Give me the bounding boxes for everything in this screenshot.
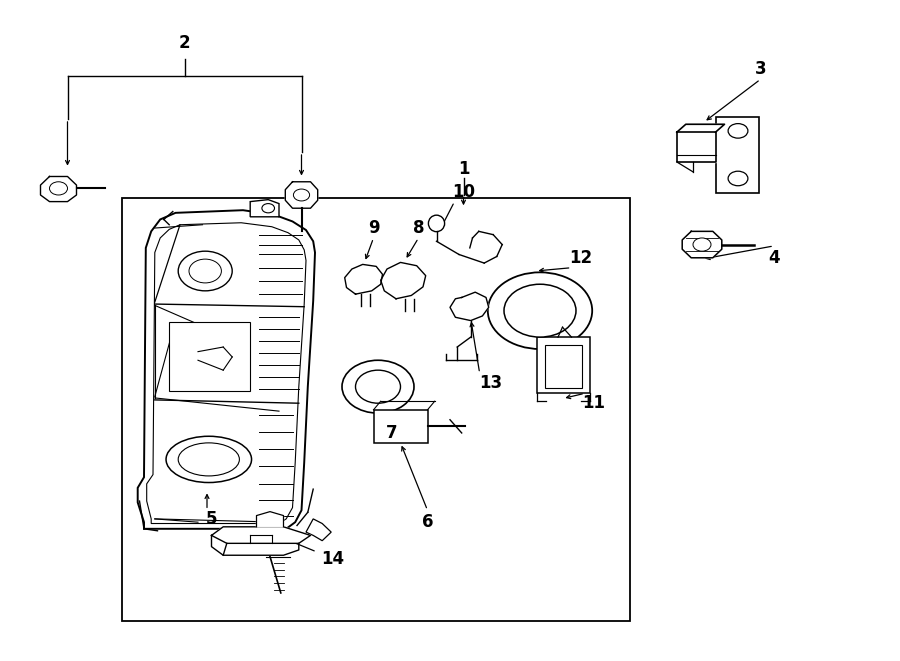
Circle shape [342, 360, 414, 413]
Text: 3: 3 [755, 60, 766, 79]
Circle shape [178, 251, 232, 291]
Polygon shape [212, 527, 310, 543]
Text: 4: 4 [769, 249, 779, 267]
Text: 6: 6 [422, 513, 433, 531]
Polygon shape [677, 132, 716, 162]
Text: 7: 7 [386, 424, 397, 442]
Text: 10: 10 [452, 182, 475, 201]
Polygon shape [381, 262, 426, 299]
Polygon shape [345, 264, 382, 294]
Text: 13: 13 [479, 374, 502, 393]
Polygon shape [285, 182, 318, 208]
Bar [374, 410, 428, 443]
Bar [716, 117, 759, 193]
Text: 5: 5 [206, 510, 217, 528]
Circle shape [293, 189, 310, 201]
Bar [537, 337, 590, 393]
Circle shape [488, 272, 592, 349]
Text: 9: 9 [368, 219, 379, 237]
Circle shape [356, 370, 400, 403]
Ellipse shape [178, 443, 239, 476]
Circle shape [189, 259, 221, 283]
Ellipse shape [428, 215, 445, 231]
Circle shape [504, 284, 576, 337]
Text: 14: 14 [321, 549, 345, 568]
Circle shape [693, 238, 711, 251]
Text: 1: 1 [458, 159, 469, 178]
Circle shape [728, 124, 748, 138]
Circle shape [50, 182, 68, 195]
Bar [544, 345, 582, 388]
Bar [169, 322, 250, 391]
Polygon shape [450, 292, 489, 321]
Text: 11: 11 [582, 394, 606, 412]
Polygon shape [682, 231, 722, 258]
Polygon shape [256, 512, 284, 527]
Polygon shape [250, 200, 279, 217]
Bar [122, 198, 630, 621]
Polygon shape [306, 519, 331, 541]
Polygon shape [677, 124, 724, 132]
Circle shape [728, 171, 748, 186]
Circle shape [262, 204, 274, 213]
Text: 12: 12 [569, 249, 592, 267]
Polygon shape [138, 210, 315, 529]
Text: 2: 2 [179, 34, 190, 52]
Ellipse shape [166, 436, 252, 483]
Text: 8: 8 [413, 219, 424, 237]
Polygon shape [40, 176, 76, 202]
